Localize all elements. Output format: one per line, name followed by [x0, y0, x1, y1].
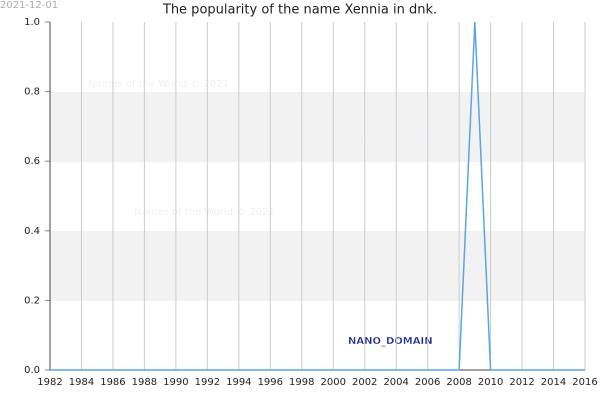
watermark: Names of the World © 2021: [300, 135, 441, 146]
watermark: Names of the World © 2021: [134, 207, 275, 218]
x-tick-label: 1988: [132, 377, 157, 388]
x-tick-label: 2014: [541, 377, 566, 388]
x-tick-label: 2004: [383, 377, 408, 388]
x-tick-label: 1996: [258, 377, 283, 388]
y-tick-label: 1.0: [24, 17, 40, 28]
x-tick-label: 1990: [163, 377, 188, 388]
badge: NANO_DOMAIN: [348, 336, 433, 347]
x-tick-label: 1984: [69, 377, 94, 388]
x-tick-label: 1994: [226, 377, 251, 388]
y-tick-label: 0.8: [24, 87, 40, 98]
y-tick-label: 0.4: [24, 226, 40, 237]
x-tick-label: 2016: [572, 377, 597, 388]
x-tick-label: 1986: [100, 377, 125, 388]
watermark: Names of the World © 2021: [88, 79, 229, 90]
x-tick-label: 2008: [446, 377, 471, 388]
band: [50, 231, 585, 301]
x-tick-label: 1992: [195, 377, 220, 388]
x-tick-label: 2012: [509, 377, 534, 388]
line: [50, 21, 585, 371]
y-tick-label: 0.2: [24, 295, 40, 306]
x-tick-label: 1982: [37, 377, 62, 388]
y-tick-label: 0.6: [24, 156, 40, 167]
chart-title: The popularity of the name Xennia in dnk…: [162, 3, 437, 18]
timestamp: 2021-12-01: [0, 0, 58, 11]
x-tick-label: 2002: [352, 377, 377, 388]
x-tick-label: 2010: [478, 377, 503, 388]
x-tick-label: 2000: [321, 377, 346, 388]
x-tick-label: 1998: [289, 377, 314, 388]
y-tick-label: 0.0: [24, 365, 40, 376]
x-tick-label: 2006: [415, 377, 440, 388]
band: [50, 92, 585, 162]
